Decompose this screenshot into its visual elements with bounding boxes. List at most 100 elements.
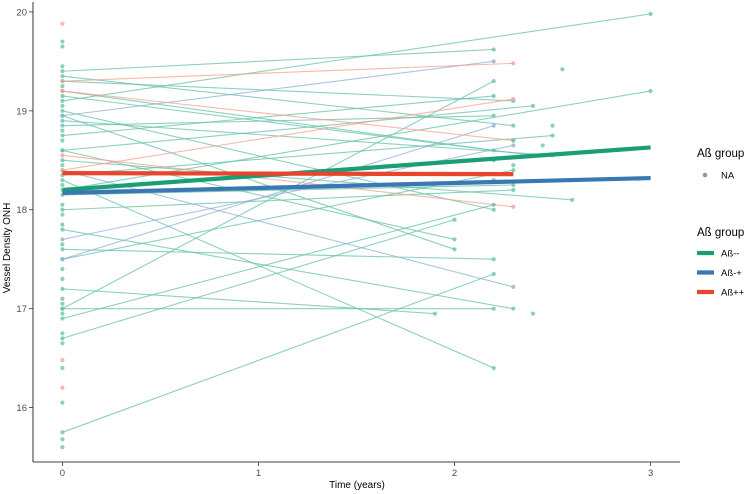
- trajectory-line: [62, 60, 494, 117]
- legend-points-title: Aß group: [697, 148, 744, 160]
- data-point: [60, 358, 65, 363]
- trajectory-line: [62, 135, 553, 176]
- trajectory-line: [62, 154, 514, 208]
- data-point: [60, 74, 65, 79]
- data-point: [60, 247, 65, 252]
- individual-trajectories: [62, 13, 651, 433]
- legend-label: Aß-+: [721, 268, 742, 279]
- data-point: [511, 163, 516, 168]
- data-point: [60, 44, 65, 49]
- data-point: [60, 276, 65, 282]
- data-point: [491, 59, 496, 64]
- y-tick-label: 20: [16, 7, 27, 18]
- data-point: [60, 266, 65, 272]
- data-point: [60, 39, 65, 44]
- y-axis-title: Vessel Density ONH: [2, 203, 13, 294]
- observation-points: [60, 11, 653, 450]
- data-point: [60, 296, 65, 301]
- data-point: [60, 202, 65, 207]
- data-point: [491, 365, 496, 371]
- data-point: [491, 79, 496, 84]
- data-point: [60, 153, 65, 158]
- data-point: [60, 128, 65, 133]
- data-point: [491, 113, 496, 118]
- trajectory-line: [62, 179, 494, 369]
- plot-panel: [33, 2, 680, 462]
- data-point: [60, 301, 65, 306]
- data-point: [570, 197, 575, 202]
- data-point: [60, 69, 65, 74]
- data-point: [491, 202, 496, 207]
- data-point: [452, 237, 457, 242]
- legend-label: Aß++: [721, 288, 745, 299]
- trajectory-line: [62, 204, 494, 320]
- data-point: [648, 11, 653, 16]
- data-point: [60, 93, 65, 99]
- data-point: [432, 311, 438, 316]
- legend-key-point: [702, 172, 708, 178]
- group-fit-lines: [62, 145, 651, 196]
- data-point: [60, 108, 65, 113]
- data-point: [60, 64, 65, 69]
- data-point: [60, 237, 65, 242]
- y-tick-label: 17: [16, 304, 27, 315]
- trajectory-line: [62, 115, 494, 127]
- data-point: [60, 331, 65, 336]
- x-tick-label: 1: [256, 468, 261, 479]
- data-point: [511, 61, 516, 66]
- data-point: [60, 385, 65, 390]
- trajectory-line: [62, 149, 455, 240]
- data-point: [540, 143, 545, 148]
- data-point: [60, 212, 65, 217]
- data-point: [60, 182, 65, 188]
- data-point: [60, 133, 65, 138]
- data-point: [491, 47, 496, 52]
- trajectory-line: [62, 228, 514, 310]
- data-point: [60, 118, 65, 123]
- data-point: [60, 21, 65, 26]
- data-point: [60, 437, 65, 442]
- trajectory-line: [62, 62, 514, 82]
- trajectory-line: [62, 273, 494, 433]
- data-point: [550, 133, 555, 138]
- data-point: [60, 286, 65, 291]
- data-point: [452, 217, 457, 222]
- trajectory-line: [62, 110, 494, 211]
- data-point: [452, 247, 457, 252]
- legend-label: Aß--: [721, 249, 739, 260]
- trajectory-line: [62, 248, 494, 260]
- panel-background: [33, 2, 680, 462]
- legend-lines-title: Aß group: [697, 227, 744, 239]
- data-point: [60, 148, 65, 153]
- x-tick-label: 0: [60, 468, 65, 479]
- data-point: [60, 257, 65, 262]
- y-tick-label: 19: [16, 106, 27, 117]
- data-point: [60, 336, 65, 341]
- data-point: [491, 123, 496, 128]
- series-line-A++: [62, 171, 514, 177]
- data-point: [491, 271, 496, 277]
- trajectory-line: [62, 75, 514, 127]
- data-point: [60, 177, 65, 183]
- trajectory-line: [62, 189, 514, 211]
- data-point: [60, 123, 65, 128]
- trajectory-line: [62, 115, 455, 250]
- axes: 0 1 2 3 16 17 18 19 20: [16, 2, 680, 479]
- data-point: [60, 306, 65, 311]
- data-point: [550, 123, 555, 128]
- data-point: [60, 316, 65, 321]
- data-point: [511, 168, 516, 173]
- data-point: [511, 182, 516, 188]
- data-point: [560, 67, 565, 72]
- trajectory-line: [62, 288, 435, 315]
- data-point: [60, 365, 65, 371]
- data-point: [60, 242, 65, 247]
- data-point: [60, 79, 65, 84]
- data-point: [60, 98, 65, 104]
- trajectory-line: [62, 125, 494, 260]
- x-tick-label: 2: [452, 468, 457, 479]
- data-point: [511, 96, 516, 102]
- data-point: [60, 158, 65, 163]
- data-point: [60, 311, 65, 316]
